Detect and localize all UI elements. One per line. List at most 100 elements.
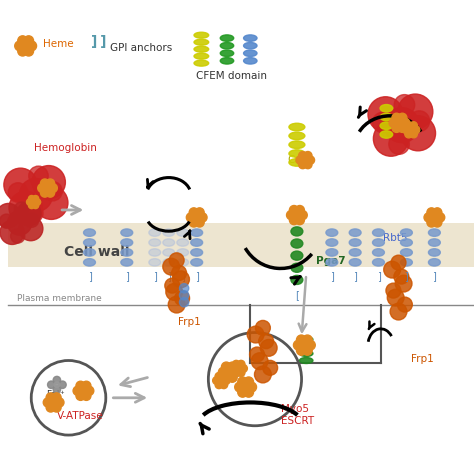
Circle shape <box>76 391 85 401</box>
Circle shape <box>189 218 199 227</box>
Circle shape <box>54 382 60 388</box>
Circle shape <box>397 297 412 312</box>
Circle shape <box>34 199 41 205</box>
Circle shape <box>409 111 429 131</box>
Text: ]: ] <box>404 271 409 281</box>
Ellipse shape <box>380 105 392 112</box>
Ellipse shape <box>349 259 361 266</box>
Circle shape <box>374 121 409 156</box>
Circle shape <box>47 381 55 389</box>
Circle shape <box>296 156 304 164</box>
Circle shape <box>193 214 200 221</box>
Circle shape <box>25 213 39 228</box>
Circle shape <box>198 213 207 222</box>
Ellipse shape <box>244 58 257 64</box>
Ellipse shape <box>220 35 234 41</box>
Circle shape <box>4 168 37 201</box>
Circle shape <box>405 130 412 138</box>
Circle shape <box>299 152 307 160</box>
Ellipse shape <box>380 131 392 138</box>
Ellipse shape <box>373 259 384 266</box>
Circle shape <box>302 346 312 355</box>
Circle shape <box>255 320 270 335</box>
Circle shape <box>53 386 61 393</box>
Text: ]: ] <box>153 271 157 281</box>
Ellipse shape <box>163 239 175 246</box>
Text: ]: ] <box>330 271 334 281</box>
Circle shape <box>302 157 308 163</box>
Circle shape <box>293 212 300 219</box>
Circle shape <box>22 42 29 49</box>
Circle shape <box>32 202 39 209</box>
Circle shape <box>389 118 398 128</box>
Circle shape <box>244 377 254 387</box>
Circle shape <box>230 365 237 372</box>
Ellipse shape <box>194 39 209 45</box>
Circle shape <box>46 393 55 402</box>
Circle shape <box>293 340 303 350</box>
Circle shape <box>10 229 25 243</box>
Circle shape <box>298 210 307 220</box>
Ellipse shape <box>177 229 189 237</box>
Circle shape <box>32 165 65 199</box>
Circle shape <box>27 199 33 205</box>
Ellipse shape <box>289 159 305 166</box>
Ellipse shape <box>194 46 209 52</box>
Circle shape <box>53 376 61 384</box>
Circle shape <box>49 184 57 192</box>
Text: CFEM domain: CFEM domain <box>196 71 267 81</box>
Circle shape <box>46 189 55 197</box>
Circle shape <box>260 339 277 356</box>
Ellipse shape <box>83 259 95 266</box>
Circle shape <box>373 112 393 133</box>
Ellipse shape <box>373 249 384 256</box>
Circle shape <box>398 94 433 129</box>
Circle shape <box>230 367 240 377</box>
Circle shape <box>238 387 247 397</box>
Ellipse shape <box>163 259 175 266</box>
Circle shape <box>221 373 231 382</box>
Circle shape <box>18 46 27 56</box>
Ellipse shape <box>291 239 303 248</box>
Circle shape <box>82 391 91 401</box>
Circle shape <box>405 122 412 129</box>
Ellipse shape <box>326 229 338 237</box>
Ellipse shape <box>244 35 257 41</box>
Circle shape <box>401 116 436 151</box>
Circle shape <box>24 36 34 46</box>
Ellipse shape <box>149 259 161 266</box>
Circle shape <box>195 208 204 217</box>
Circle shape <box>368 97 403 132</box>
Ellipse shape <box>401 239 412 246</box>
Circle shape <box>180 291 189 300</box>
Ellipse shape <box>191 249 203 256</box>
Circle shape <box>169 253 184 268</box>
Ellipse shape <box>380 113 392 121</box>
Circle shape <box>28 202 35 209</box>
Circle shape <box>301 342 308 349</box>
Circle shape <box>220 381 228 389</box>
Ellipse shape <box>300 351 313 356</box>
Circle shape <box>0 214 14 228</box>
Circle shape <box>43 398 53 407</box>
Circle shape <box>236 365 241 371</box>
Ellipse shape <box>291 275 303 284</box>
Circle shape <box>219 378 224 383</box>
Circle shape <box>80 387 87 394</box>
Circle shape <box>237 369 245 376</box>
Circle shape <box>186 213 196 222</box>
FancyBboxPatch shape <box>8 223 474 267</box>
Text: ]: ] <box>376 271 381 281</box>
Circle shape <box>52 393 61 402</box>
Circle shape <box>410 130 418 138</box>
Circle shape <box>237 360 245 368</box>
Ellipse shape <box>149 229 161 237</box>
Ellipse shape <box>149 239 161 246</box>
Circle shape <box>14 202 28 216</box>
Circle shape <box>431 214 438 221</box>
Ellipse shape <box>349 249 361 256</box>
Circle shape <box>244 387 254 397</box>
Ellipse shape <box>121 249 133 256</box>
Ellipse shape <box>220 50 234 56</box>
Text: ]: ] <box>167 271 171 281</box>
